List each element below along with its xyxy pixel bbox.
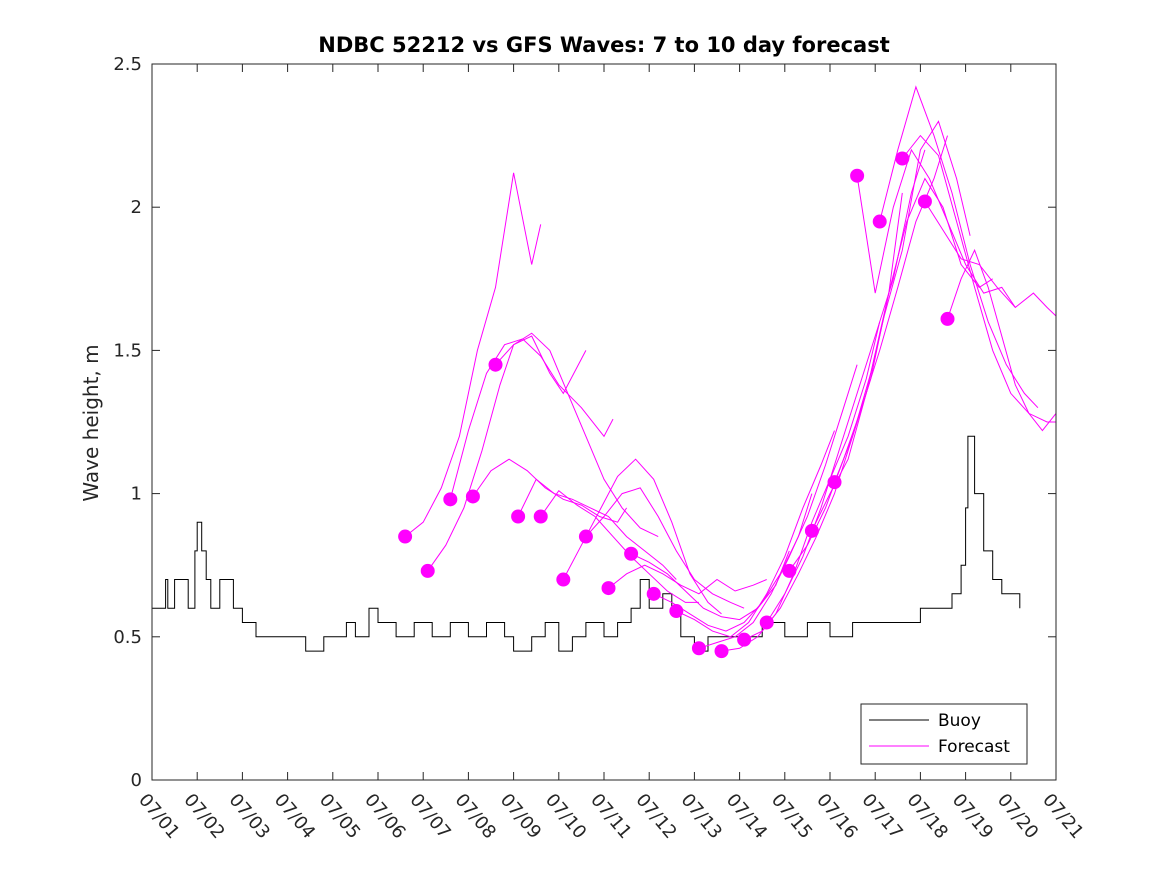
legend-label-forecast: Forecast [938,737,1010,757]
forecast-start-point [850,168,865,183]
forecast-start-point [578,529,593,544]
forecast-start-point [443,492,458,507]
forecast-series-line [879,85,1039,409]
forecast-series-line [901,134,1056,423]
forecast-start-point [556,572,571,587]
forecast-start-point [646,586,661,601]
forecast-series-line [630,550,790,621]
forecast-series-line [517,478,677,580]
forecast-series-line [449,338,614,500]
y-axis: 0 0.5 1 1.5 2 2.5 [113,54,1056,791]
forecast-start-point [398,529,413,544]
y-tick-label: 1 [131,484,142,505]
forecast-start-point [872,214,887,229]
forecast-series-line [676,430,835,638]
y-axis-label: Wave height, m [79,344,103,501]
forecast-start-point [624,546,639,561]
forecast-start-point [601,581,616,596]
forecast-series-line [540,489,699,603]
forecast-start-point [917,194,932,209]
forecast-series-line [834,177,993,483]
y-tick-label: 2 [131,197,142,218]
forecast-start-point [669,604,684,619]
buoy-layer [152,435,1021,652]
forecast-start-point [420,563,435,578]
buoy-series-line [152,435,1021,652]
y-tick-label: 1.5 [113,340,142,361]
forecast-series-line [562,458,722,615]
legend-box [860,703,1028,765]
forecast-start-point [895,151,910,166]
forecast-series-line [924,201,1057,317]
y-tick-label: 0.5 [113,627,142,648]
forecast-series-line [495,332,659,538]
plot-area [152,64,1056,780]
forecast-start-point [465,489,480,504]
forecast-series-line [585,487,745,609]
forecast-series-line [427,335,587,572]
forecast-start-point [827,475,842,490]
forecast-series-line [811,120,971,532]
forecast-start-point [737,632,752,647]
forecast-start-point [533,509,548,524]
forecast-start-points-layer [398,151,955,659]
forecast-start-point [804,523,819,538]
forecast-start-point [759,615,774,630]
y-tick-label: 2.5 [113,54,142,75]
legend: Buoy Forecast [860,703,1028,765]
forecast-start-point [691,641,706,656]
y-tick-label: 0 [131,770,142,791]
forecast-start-point [511,509,526,524]
forecast-start-point [782,563,797,578]
forecast-start-point [488,357,503,372]
forecast-series-line [698,364,858,649]
legend-label-buoy: Buoy [938,711,981,731]
forecast-series-line [947,248,1057,432]
forecast-series-line [404,172,542,537]
forecast-start-point [940,311,955,326]
forecast-series-line [608,564,767,595]
forecast-series-line [856,148,1016,308]
forecast-start-point [714,644,729,659]
chart-title: NDBC 52212 vs GFS Waves: 7 to 10 day for… [318,33,889,57]
